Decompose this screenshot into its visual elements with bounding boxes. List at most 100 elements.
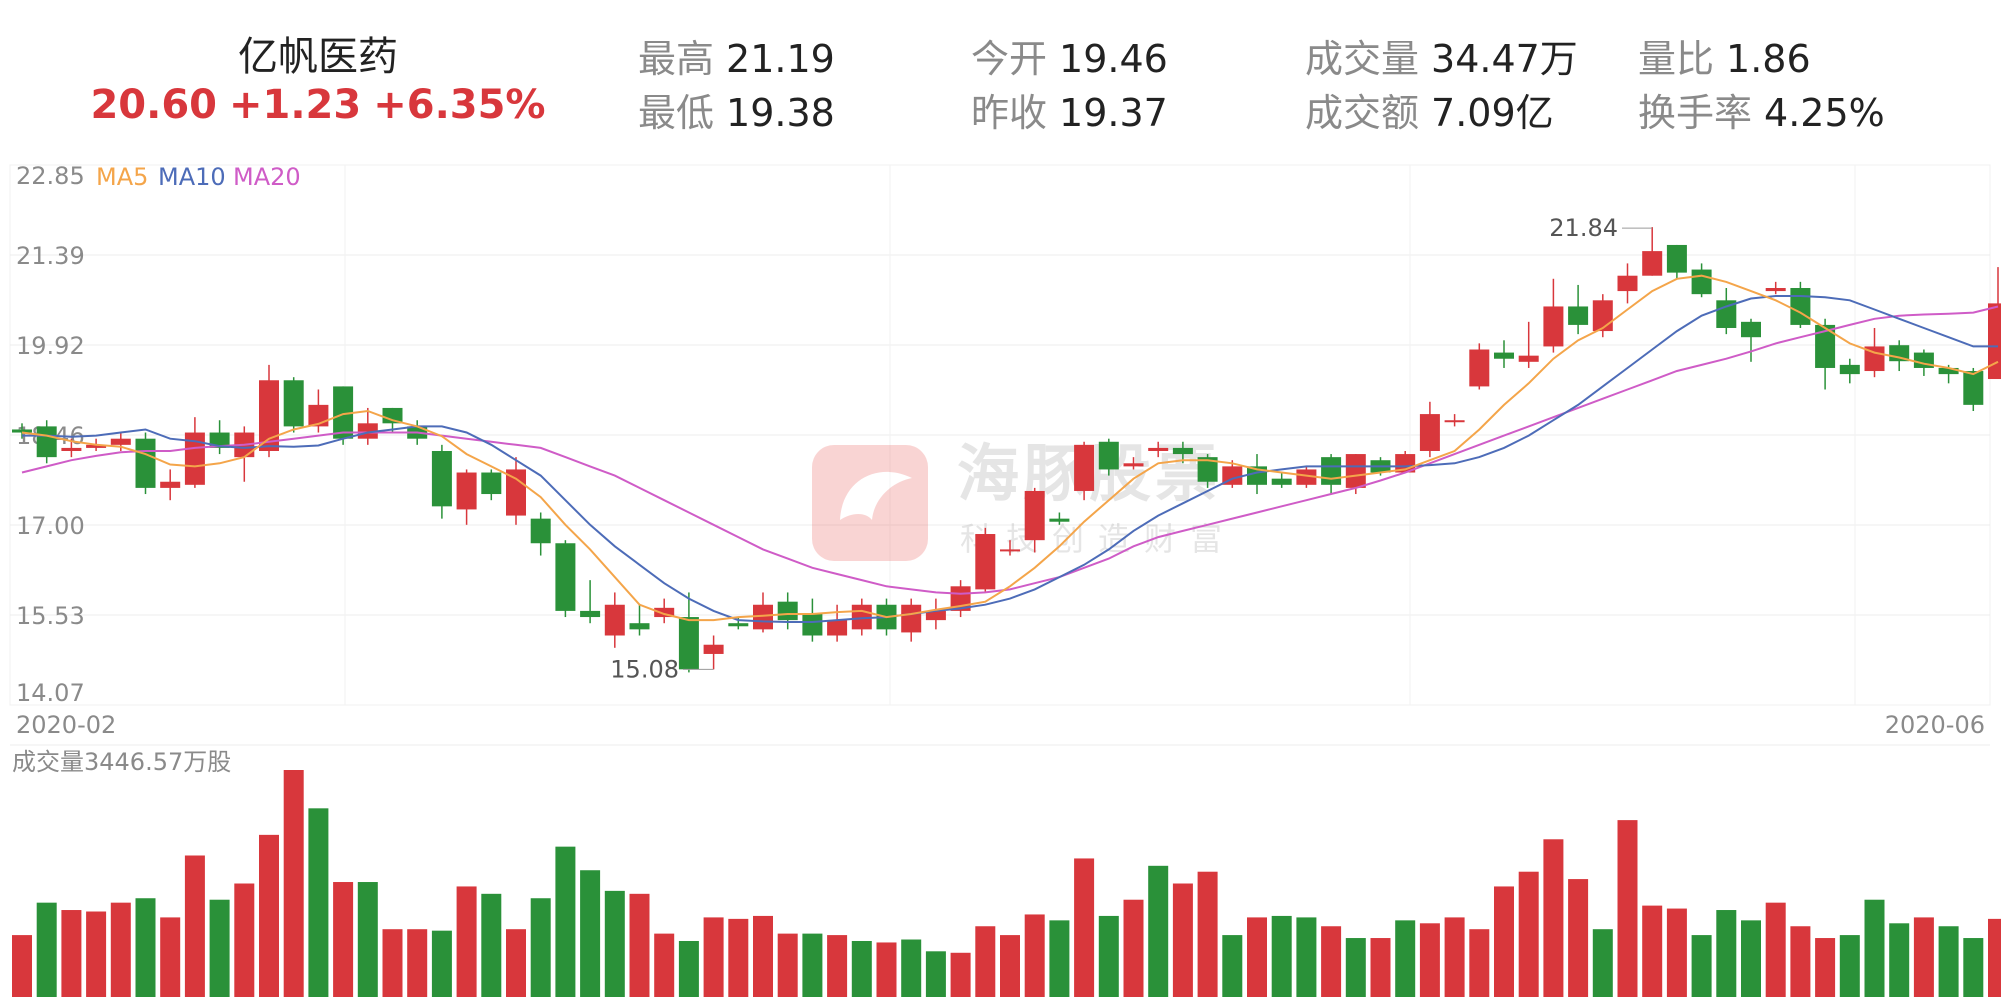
candle-body [86, 444, 107, 448]
candle-body [1074, 444, 1095, 491]
candle-body [135, 438, 156, 488]
candle-body [604, 604, 625, 636]
ma5-line [21, 274, 1999, 622]
candle-body [728, 623, 749, 627]
candle-body [1642, 251, 1663, 276]
candle-body [1123, 463, 1144, 467]
candle-body [110, 438, 131, 445]
volume-title: 成交量3446.57万股 [12, 748, 231, 776]
stat-value: 7.09亿 [1431, 91, 1554, 135]
volume-bar [1000, 935, 1020, 997]
candle-body [555, 543, 576, 611]
watermark-logo [812, 445, 928, 561]
candle-body [357, 423, 378, 439]
volume-bar [86, 911, 107, 997]
volume-bar [901, 939, 922, 997]
volume-bar [209, 899, 230, 997]
stat-label: 量比 [1638, 37, 1715, 81]
candle-body [1518, 355, 1539, 362]
candle-body [209, 432, 230, 448]
quote-header: 亿帆医药 20.60 +1.23 +6.35% 最高 21.19 最低 19.38 今开… [0, 0, 2001, 160]
price-tick-label: 22.85 [16, 162, 85, 190]
volume-bar [1666, 908, 1687, 997]
candle-body [1321, 457, 1342, 485]
candle-body [1666, 244, 1687, 273]
stat-low: 最低 19.38 [638, 82, 835, 137]
candle-body [12, 429, 32, 433]
stock-name: 亿帆医药 [238, 34, 398, 80]
volume-bar [1345, 938, 1366, 997]
candle-body [1172, 447, 1193, 455]
candle-body [827, 620, 848, 636]
volume-bar [1172, 883, 1193, 997]
volume-bar [1197, 871, 1218, 997]
candle-body [1617, 275, 1638, 292]
volume-bar [259, 834, 279, 997]
ma20-line [21, 305, 1999, 595]
volume-bar [1691, 935, 1712, 997]
candle-body [530, 518, 551, 544]
candle-body [1000, 549, 1020, 552]
volume-bar [629, 893, 650, 997]
stat-value: 19.37 [1059, 91, 1168, 135]
candle-body [580, 610, 601, 618]
volume-bar [555, 846, 576, 997]
volume-bar [1568, 879, 1589, 997]
volume-bar [1296, 917, 1317, 997]
candle-body [1790, 288, 1811, 325]
candle-body [1741, 321, 1761, 338]
current-price: 20.60 [90, 82, 218, 128]
volume-bar [506, 929, 526, 997]
volume-bar [1271, 915, 1292, 997]
watermark: 海豚股票科技创造财富 [812, 437, 1236, 561]
price-tick-label: 21.39 [16, 242, 85, 270]
volume-bar [1765, 902, 1786, 997]
volume-bar [1592, 929, 1613, 997]
volume-bar [1889, 923, 1910, 997]
volume-bar [728, 918, 749, 997]
stat-label: 最低 [638, 91, 715, 135]
volume-bar [431, 930, 452, 997]
volume-bar [802, 933, 823, 997]
price-tick-label: 14.07 [16, 679, 85, 707]
price-tick-label: 17.00 [16, 512, 85, 540]
watermark-slogan: 科技创造财富 [960, 520, 1236, 558]
volume-bar [333, 882, 354, 997]
price-change: +1.23 [229, 82, 362, 128]
stat-label: 昨收 [971, 91, 1048, 135]
stat-value: 1.86 [1726, 37, 1811, 81]
candle-body [654, 607, 675, 618]
price-tick-label: 19.92 [16, 332, 85, 360]
volume-bar [1419, 923, 1440, 997]
volume-bar [530, 898, 551, 997]
volume-bar [1247, 917, 1267, 997]
volume-bar [703, 917, 724, 997]
candle-body [1024, 490, 1045, 541]
stat-value: 4.25% [1764, 91, 1885, 135]
volume-bar [1222, 935, 1243, 997]
candle-body [1543, 306, 1564, 347]
candle-body [1469, 349, 1490, 387]
candle-body [1345, 454, 1366, 488]
volume-bar [382, 929, 403, 997]
stat-label: 最高 [638, 37, 715, 81]
volume-bar [925, 951, 946, 997]
candle-body [259, 380, 279, 451]
volume-bar [827, 935, 848, 997]
volume-bar [1839, 935, 1860, 997]
volume-bar [110, 902, 131, 997]
candle-body [61, 447, 82, 451]
candle-body [753, 604, 773, 630]
volume-bar [61, 910, 82, 997]
volume-bar [407, 929, 428, 997]
candle-body [925, 610, 946, 621]
candle-body [975, 534, 996, 590]
candle-body [36, 426, 57, 458]
candle-body [1494, 352, 1514, 359]
candle-body [184, 432, 205, 485]
stat-volume-ratio: 量比 1.86 [1638, 28, 1811, 83]
price-line: 20.60 +1.23 +6.35% [84, 82, 551, 128]
candle-body [1815, 324, 1836, 368]
volume-bar [1815, 938, 1836, 997]
min-annotation: 15.08 [610, 655, 679, 683]
